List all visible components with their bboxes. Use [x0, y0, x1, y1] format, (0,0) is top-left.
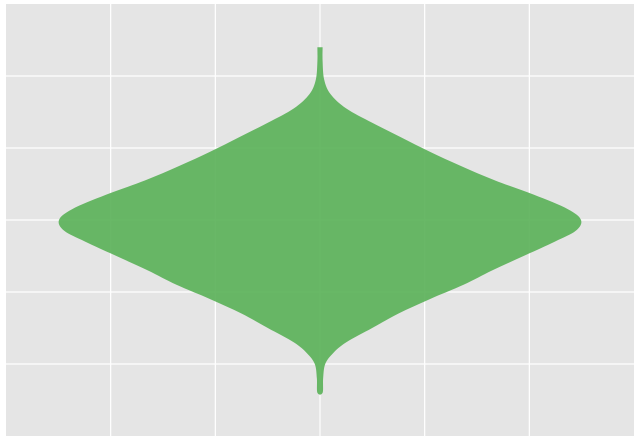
violin-body — [58, 47, 582, 395]
violin-layer — [58, 47, 582, 395]
